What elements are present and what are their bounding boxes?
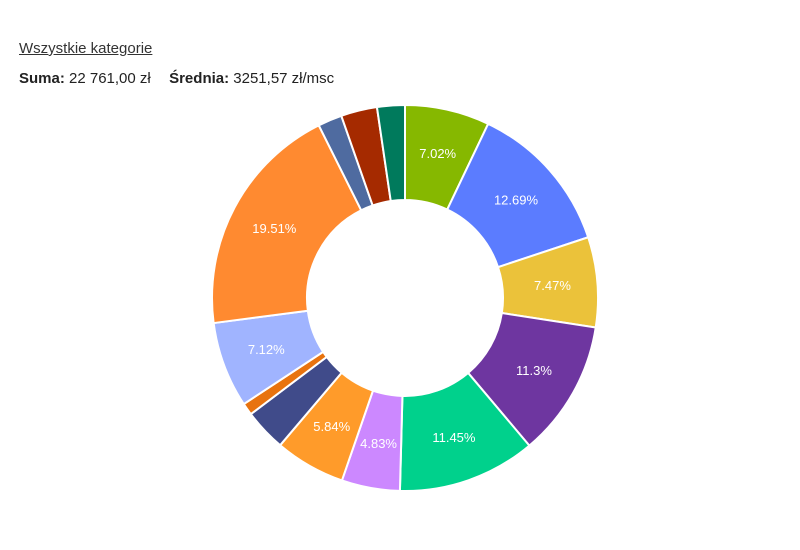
summary-line: Suma: 22 761,00 zł Średnia: 3251,57 zł/m… [19, 70, 334, 87]
average-label: Średnia: [169, 70, 230, 87]
sum-label: Suma: [19, 70, 65, 87]
donut-slice-11[interactable] [211, 123, 363, 325]
donut-slice-14[interactable] [375, 103, 406, 203]
category-link[interactable]: Wszystkie kategorie [19, 40, 153, 57]
sum-value: 22 761,00 zł [69, 70, 151, 87]
chart-header: Wszystkie kategorie Suma: 22 761,00 zł Ś… [19, 40, 334, 87]
average-value: 3251,57 zł/msc [233, 70, 335, 87]
